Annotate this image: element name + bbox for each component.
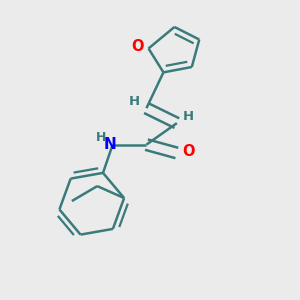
Text: H: H: [183, 110, 194, 123]
Text: N: N: [104, 137, 117, 152]
Text: H: H: [96, 131, 106, 144]
Text: O: O: [131, 39, 143, 54]
Text: O: O: [183, 144, 195, 159]
Text: H: H: [129, 95, 140, 108]
